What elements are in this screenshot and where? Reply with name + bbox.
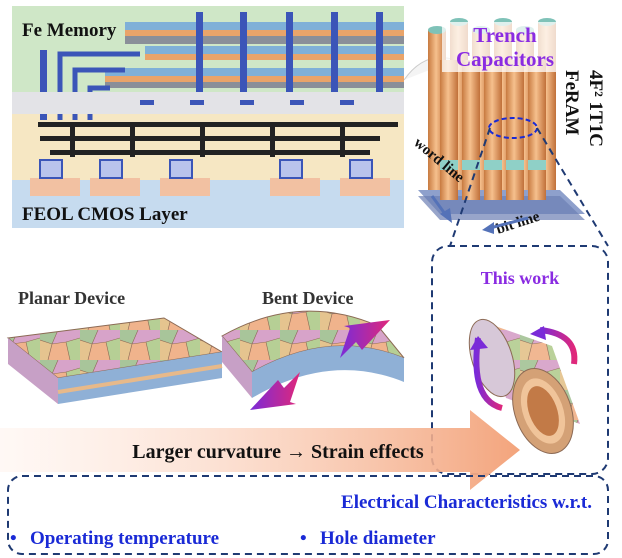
fe-memory-label: Fe Memory xyxy=(22,20,117,41)
cell-label-line1: 4F² 1T1C xyxy=(585,70,606,147)
characteristic-bullet-2: • xyxy=(300,528,307,549)
trench-label-line2: Capacitors xyxy=(456,47,554,71)
characteristics-title: Electrical Characteristics w.r.t. xyxy=(341,492,592,513)
rotation-arrow-right xyxy=(539,327,578,365)
bent-device-label: Bent Device xyxy=(262,288,353,308)
zoom-line-left xyxy=(449,127,491,247)
planar-device-label: Planar Device xyxy=(18,288,125,308)
zoom-line-right xyxy=(536,127,609,247)
strain-arrow-left xyxy=(250,372,300,410)
transistor-row xyxy=(30,159,390,196)
feol-layer-label: FEOL CMOS Layer xyxy=(22,204,188,225)
characteristic-item-operating-temperature: Operating temperature xyxy=(30,528,219,549)
trench-capacitor-array: Trench Capacitors 4F² 1T1C FeRAM word li… xyxy=(410,18,606,238)
curvature-strain-arrow: Larger curvature → Strain effects xyxy=(0,410,520,490)
cross-section-panel: Fe Memory FEOL CMOS Layer xyxy=(12,6,404,228)
characteristic-bullet-1: • xyxy=(10,528,17,549)
bit-line-arrow xyxy=(489,216,529,230)
planar-device-slab xyxy=(6,317,224,404)
cell-label-line2: FeRAM xyxy=(561,70,582,135)
strain-arrow-right xyxy=(340,320,390,358)
characteristics-frame xyxy=(7,475,609,555)
rotation-arrow-left xyxy=(473,337,503,411)
curvature-arrow-text: Larger curvature → Strain effects xyxy=(132,441,424,463)
characteristic-item-hole-diameter: Hole diameter xyxy=(320,528,436,549)
bent-device-slab xyxy=(221,310,405,410)
hollow-tube-device xyxy=(468,318,580,454)
trench-label-line1: Trench xyxy=(473,23,537,47)
this-work-frame xyxy=(431,245,609,475)
this-work-label: This work xyxy=(481,268,560,288)
